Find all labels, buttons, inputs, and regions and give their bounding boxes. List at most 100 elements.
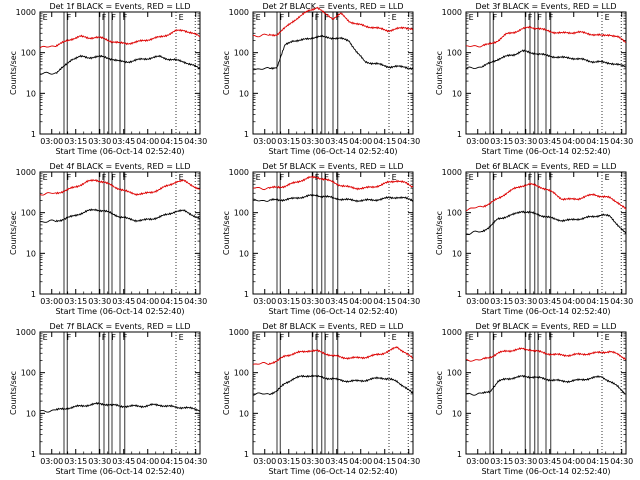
- x-tick-label: 03:30: [301, 297, 324, 306]
- x-tick-label: 03:15: [277, 137, 300, 146]
- marker-letter: F: [537, 333, 542, 342]
- series-line-lld: [39, 178, 201, 197]
- chart-title: Det 3f BLACK = Events, RED = LLD: [475, 2, 616, 11]
- marker-letter: F: [111, 173, 116, 182]
- marker-letter: F: [493, 173, 498, 182]
- series-line-lld: [465, 25, 626, 48]
- y-tick-label: 1: [31, 130, 36, 139]
- y-tick-label: 1: [457, 450, 462, 459]
- marker-letter: F: [324, 173, 329, 182]
- series-line-events: [252, 374, 414, 396]
- y-tick-label: 100: [234, 49, 249, 58]
- y-tick-label: 1000: [16, 328, 36, 337]
- marker-letter: F: [336, 333, 341, 342]
- x-tick-label: 04:00: [349, 297, 372, 306]
- marker-letter: E: [179, 173, 184, 182]
- x-tick-label: 03:45: [112, 137, 135, 146]
- y-tick-label: 1: [31, 450, 36, 459]
- series-line-events: [39, 401, 201, 413]
- y-tick-label: 100: [447, 49, 462, 58]
- series-line-events: [465, 374, 626, 396]
- y-tick-label: 1000: [16, 168, 36, 177]
- y-tick-label: 1000: [442, 328, 462, 337]
- x-axis-label: Start Time (06-Oct-14 02:52:40): [55, 307, 184, 316]
- y-axis-label: Counts/sec: [9, 371, 18, 415]
- y-tick-label: 1: [31, 290, 36, 299]
- marker-letter: E: [605, 333, 610, 342]
- x-tick-label: 04:15: [160, 457, 183, 466]
- marker-letter: F: [324, 13, 329, 22]
- y-tick-label: 100: [21, 369, 36, 378]
- x-tick-label: 04:15: [586, 297, 609, 306]
- series-line-lld: [252, 346, 414, 366]
- chart-title: Det 5f BLACK = Events, RED = LLD: [262, 162, 403, 171]
- x-tick-label: 03:45: [325, 137, 348, 146]
- chart-panel-8: Det 8f BLACK = Events, RED = LLD 1 10 100 10…: [222, 322, 420, 476]
- marker-letter: F: [102, 173, 107, 182]
- series-line-events: [465, 210, 627, 236]
- y-tick-label: 1000: [16, 8, 36, 17]
- x-tick-label: 04:00: [562, 137, 585, 146]
- x-axis-label: Start Time (06-Oct-14 02:52:40): [55, 147, 184, 156]
- series-line-lld: [39, 28, 201, 49]
- chart-panel-4: Det 4f BLACK = Events, RED = LLD 1 10 100 10…: [9, 162, 207, 316]
- marker-letter: F: [102, 13, 107, 22]
- marker-letter: F: [537, 13, 542, 22]
- marker-letter: E: [256, 13, 261, 22]
- x-axis-label: Start Time (06-Oct-14 02:52:40): [481, 467, 610, 476]
- chart-title: Det 4f BLACK = Events, RED = LLD: [49, 162, 190, 171]
- marker-letter: F: [280, 13, 285, 22]
- x-tick-label: 03:30: [88, 297, 111, 306]
- marker-letter: E: [605, 13, 610, 22]
- y-tick-label: 1: [244, 130, 249, 139]
- marker-letter: F: [493, 13, 498, 22]
- y-tick-label: 10: [452, 409, 462, 418]
- chart-title: Det 9f BLACK = Events, RED = LLD: [475, 322, 616, 331]
- y-tick-label: 1000: [442, 8, 462, 17]
- x-tick-label: 04:15: [373, 137, 396, 146]
- x-tick-label: 03:30: [301, 137, 324, 146]
- series-line-lld: [252, 6, 414, 38]
- x-tick-label: 04:00: [349, 457, 372, 466]
- marker-letter: F: [280, 173, 285, 182]
- x-tick-label: 04:15: [373, 297, 396, 306]
- marker-letter: F: [528, 173, 533, 182]
- x-tick-label: 03:30: [514, 457, 537, 466]
- x-tick-label: 04:30: [397, 137, 420, 146]
- chart-panel-9: Det 9f BLACK = Events, RED = LLD 1 10 100 10…: [435, 322, 633, 476]
- x-tick-label: 03:15: [64, 137, 87, 146]
- marker-letter: F: [67, 333, 72, 342]
- y-tick-label: 1000: [229, 168, 249, 177]
- y-tick-label: 100: [21, 209, 36, 218]
- x-tick-label: 04:15: [586, 457, 609, 466]
- marker-letter: E: [469, 173, 474, 182]
- y-tick-label: 10: [26, 89, 36, 98]
- y-axis-label: Counts/sec: [435, 51, 444, 95]
- x-axis-label: Start Time (06-Oct-14 02:52:40): [268, 467, 397, 476]
- marker-letter: E: [469, 13, 474, 22]
- marker-letter: E: [392, 333, 397, 342]
- y-tick-label: 100: [234, 209, 249, 218]
- x-tick-label: 03:30: [514, 137, 537, 146]
- y-tick-label: 10: [26, 249, 36, 258]
- x-axis-label: Start Time (06-Oct-14 02:52:40): [481, 307, 610, 316]
- marker-letter: E: [179, 333, 184, 342]
- x-tick-label: 03:30: [514, 297, 537, 306]
- x-tick-label: 03:15: [277, 297, 300, 306]
- y-tick-label: 1: [457, 290, 462, 299]
- x-axis-label: Start Time (06-Oct-14 02:52:40): [55, 467, 184, 476]
- marker-letter: E: [392, 173, 397, 182]
- chart-title: Det 8f BLACK = Events, RED = LLD: [262, 322, 403, 331]
- y-tick-label: 1: [457, 130, 462, 139]
- y-tick-label: 1000: [229, 328, 249, 337]
- marker-letter: E: [605, 173, 610, 182]
- x-tick-label: 03:00: [466, 457, 489, 466]
- y-tick-label: 100: [447, 369, 462, 378]
- x-tick-label: 03:00: [253, 297, 276, 306]
- x-tick-label: 03:00: [40, 457, 63, 466]
- x-tick-label: 03:45: [112, 457, 135, 466]
- marker-letter: E: [43, 333, 48, 342]
- y-tick-label: 1: [244, 450, 249, 459]
- x-tick-label: 04:15: [586, 137, 609, 146]
- marker-letter: F: [123, 333, 128, 342]
